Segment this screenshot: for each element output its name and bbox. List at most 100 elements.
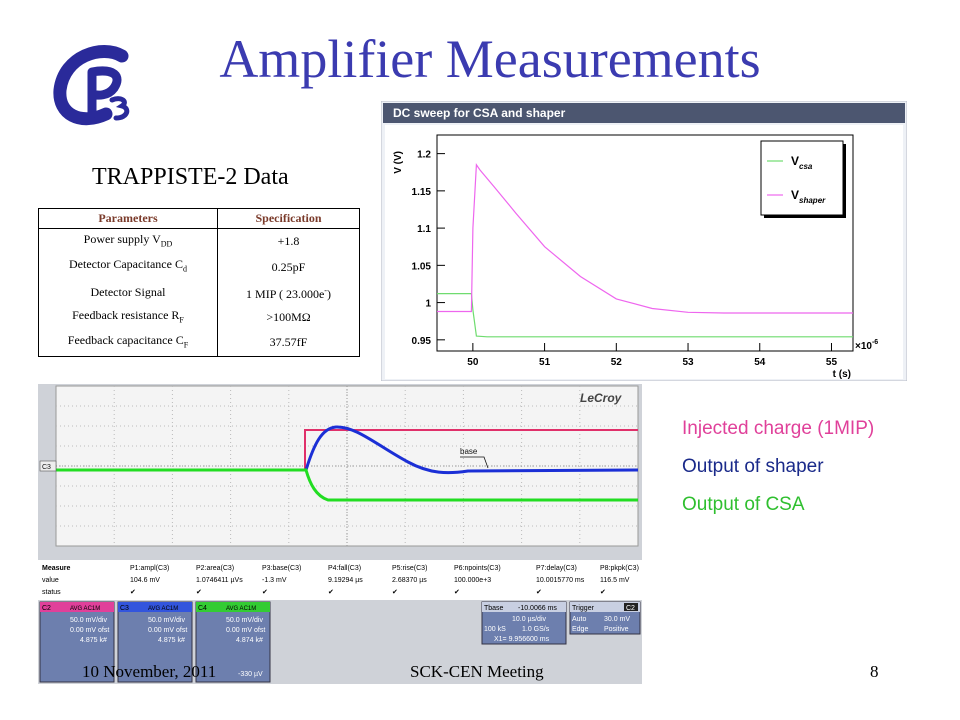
measure-cell: P6:npoints(C3) [454,565,501,572]
channel-box-c3: C3 AVG AC1M 50.0 mV/div 0.00 mV ofst 4.875 k… [117,601,193,683]
spec-row: Feedback capacitance CF 37.57fF [38,330,360,357]
csa-output-trace [56,468,638,502]
footer-page-number: 8 [870,662,879,681]
channel-bg [195,601,271,683]
timebase-cursor: X1= 9.956600 ms [494,636,550,643]
spec-value-tail: ) [326,286,331,301]
measure-cell: ✔ [130,589,136,596]
measure-cell: ✔ [392,589,398,596]
trigger-slope: Positive [604,626,629,633]
measure-cell: status [42,589,61,596]
measure-panel [38,560,642,600]
trigger-box: Trigger C2 Auto 30.0 mV Edge Positive [569,601,641,635]
measure-cell: 104.6 mV [130,577,160,584]
spec-parameter-text: Power supply V [83,232,161,246]
chart-title: DC sweep for CSA and shaper [393,106,566,120]
measure-cell: -1.3 mV [262,577,287,584]
trigger-mode: Auto [572,616,587,623]
channel-offset: 0.00 mV ofst [70,627,109,634]
shaper-output-trace [56,425,639,475]
legend-injected-charge: Injected charge (1MIP) [682,418,875,439]
channel-count: 4.874 k# [236,637,263,644]
spec-value: +1.8 [217,228,360,255]
channel-readout: -330 µV [238,671,263,678]
timebase-header [482,602,566,612]
measure-cell: 100.000e+3 [454,577,491,584]
channel-offset: 0.00 mV ofst [148,627,187,634]
chart-titlebar [383,103,905,123]
spec-table: Parameters Specification Power supply VD… [38,208,360,357]
timebase-value: -10.0066 ms [518,605,557,612]
channel-tags: AVG AC1M [148,606,178,612]
legend-entry-subscript: shaper [799,196,826,205]
spec-value-text: +1.8 [277,234,300,249]
y-tick-label: 1 [425,299,431,310]
channel-offset: 0.00 mV ofst [226,627,265,634]
dc-sweep-chart: DC sweep for CSA and shaper 0.95 1 1.05 1.1… [381,101,907,381]
spec-row: Detector Capacitance Cd 0.25pF [38,254,360,280]
channel-marker-label: C3 [42,464,51,471]
legend-entry: Vcsa [791,154,813,171]
legend-csa-output: Output of CSA [682,494,805,515]
x-tick-label: 55 [826,357,838,368]
spec-parameter: Feedback resistance RF [38,304,218,331]
spec-row: Feedback resistance RF >100MΩ [38,304,360,331]
header-specification: Specification [217,208,360,229]
timebase-box: Tbase -10.0066 ms 10.0 µs/div 100 kS 1.0… [481,601,567,645]
x-tick-label: 50 [467,357,479,368]
spec-value-text: 1 MIP ( 23.000e [246,286,325,301]
x-exponent-power: -6 [872,339,878,346]
slide-title: Amplifier Measurements [219,29,761,89]
cp3-logo-icon [53,45,130,126]
spec-value: 1 MIP ( 23.000e-) [217,279,360,305]
channel-id: C2 [42,605,51,612]
channel-count: 4.875 k# [80,637,107,644]
trigger-level: 30.0 mV [604,616,630,623]
measure-cell: ✔ [328,589,334,596]
x-tick-label: 52 [611,357,623,368]
lecroy-logo: LeCroy [580,391,623,405]
channel-count: 4.875 k# [158,637,185,644]
channel-vdiv: 50.0 mV/div [226,617,263,624]
legend-entry-name: V [791,188,799,202]
channel-vdiv: 50.0 mV/div [70,617,107,624]
channel-header [118,602,192,612]
spec-parameter: Power supply VDD [38,228,218,255]
legend-entry-name: V [791,154,799,168]
channel-header [196,602,270,612]
measure-cell: 116.5 mV [600,577,630,584]
measure-cell: 1.0746411 µVs [196,577,243,584]
channel-id: C4 [198,605,207,612]
spec-value-text: >100MΩ [266,309,311,324]
timebase-div: 10.0 µs/div [512,616,546,623]
spec-parameter-text: Feedback resistance R [72,307,180,322]
measure-cell: ✔ [262,589,268,596]
measure-cell: ✔ [536,589,542,596]
timebase-rate: 1.0 GS/s [522,626,550,633]
spec-row: Power supply VDD +1.8 [38,228,360,255]
footer-meeting: SCK-CEN Meeting [410,662,544,681]
spec-value: 0.25pF [217,254,360,280]
footer-date: 10 November, 2011 [82,662,217,681]
series-line-shaper [437,163,853,314]
measure-cell: P4:fall(C3) [328,565,361,572]
spec-parameter: Detector Capacitance Cd [38,254,218,280]
channel-tags: AVG AC1M [70,606,100,612]
spec-value: 37.57fF [217,330,360,357]
trigger-header [570,602,640,612]
measure-cell: value [42,577,59,584]
legend-entry: Vshaper [791,188,826,205]
trigger-channel: C2 [626,605,635,612]
channel-box-c4: C4 AVG AC1M 50.0 mV/div 0.00 mV ofst 4.874 k… [195,601,271,683]
measure-cell: ✔ [600,589,606,596]
spec-value-text: 0.25pF [271,259,306,274]
measure-cell: 9.19294 µs [328,577,363,584]
measure-cell: P8:pkpk(C3) [600,565,639,572]
spec-parameter: Detector Signal [38,279,218,305]
channel-bg [117,601,193,683]
y-tick-label: 1.2 [417,150,431,161]
y-tick-label: 0.95 [412,336,432,347]
legend-entry-subscript: csa [799,162,813,171]
channel-id: C3 [120,605,129,612]
x-axis-exponent: ×10-6 [855,339,878,352]
